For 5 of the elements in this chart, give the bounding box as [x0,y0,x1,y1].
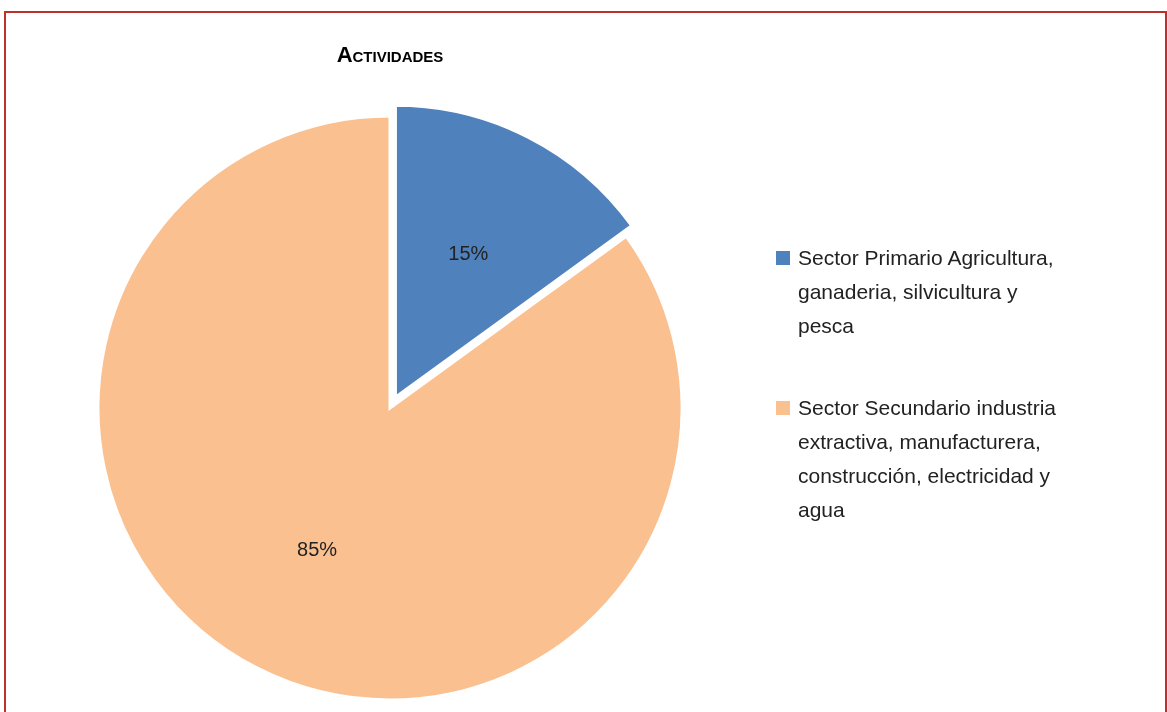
chart-title: Actividades [336,42,444,67]
data-label: 15% [448,241,489,264]
data-label: 85% [297,538,338,561]
legend-label: Sector Secundario industria extractiva, manufacturera, construcción, electricidad y agua [798,396,1057,521]
legend-label: Sector Primario Agricultura, ganaderia, silvicultura y pesca [798,246,1054,337]
